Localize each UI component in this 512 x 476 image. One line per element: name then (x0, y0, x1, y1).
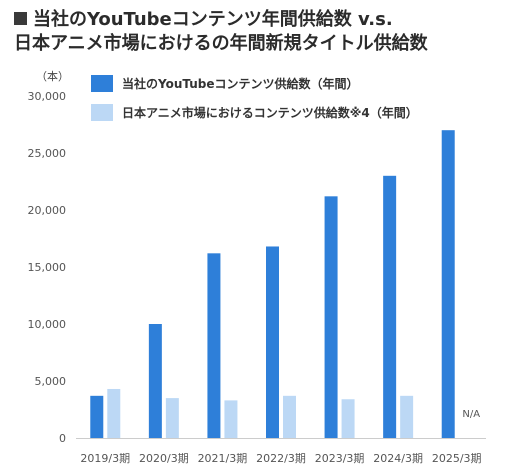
chart-title-line-2: 日本アニメ市場におけるの年間新規タイトル供給数 (14, 33, 428, 54)
y-tick-label: 30,000 (28, 90, 67, 103)
y-tick-label: 10,000 (28, 318, 67, 331)
x-axis: 2019/3期 2020/3期 2021/3期 2022/3期 2023/3期 2024/… (76, 438, 486, 465)
legend-swatch-2 (91, 104, 113, 121)
y-axis: （本） 0 5,000 10,000 15,000 20,000 25,000 30,000 (28, 69, 70, 445)
bar-series-1 (207, 253, 221, 438)
y-tick-label: 20,000 (28, 204, 67, 217)
bar-series-1 (441, 130, 455, 438)
bar-series-1 (90, 395, 104, 438)
y-tick-label: 15,000 (28, 261, 67, 274)
y-axis-unit-label: （本） (36, 69, 69, 83)
bar-series-1 (266, 246, 279, 438)
x-tick-label: 2023/3期 (315, 452, 365, 465)
title-square-icon (14, 12, 27, 25)
x-tick-label: 2021/3期 (198, 452, 248, 465)
legend-label-1: 当社のYouTubeコンテンツ供給数（年間） (122, 76, 359, 91)
x-tick-label: 2022/3期 (256, 452, 306, 465)
chart-title: 当社のYouTubeコンテンツ年間供給数 v.s. 日本アニメ市場におけるの年間… (14, 8, 504, 56)
bar-series-2 (107, 388, 121, 438)
bars (90, 130, 455, 439)
chart-title-line-1-text: 当社のYouTubeコンテンツ年間供給数 v.s. (33, 9, 393, 30)
bar-series-1 (383, 175, 397, 439)
bar-series-2 (224, 400, 238, 438)
x-tick-label: 2024/3期 (373, 452, 423, 465)
y-tick-label: 25,000 (28, 147, 67, 160)
na-annotation: N/A (462, 409, 480, 420)
bar-series-1 (148, 324, 162, 438)
legend: 当社のYouTubeコンテンツ供給数（年間） 日本アニメ市場におけるコンテンツ供給… (91, 75, 418, 121)
x-tick-label: 2020/3期 (139, 452, 189, 465)
x-tick-label: 2019/3期 (80, 452, 130, 465)
legend-swatch-1 (91, 75, 113, 92)
y-tick-label: 0 (59, 432, 66, 445)
chart-title-line-1: 当社のYouTubeコンテンツ年間供給数 v.s. (14, 8, 504, 32)
bar-series-2 (165, 398, 179, 438)
bar-series-1 (324, 196, 338, 438)
x-tick-label: 2025/3期 (432, 452, 482, 465)
bar-series-2 (400, 395, 414, 438)
annotations: N/A (462, 409, 480, 420)
bar-series-2 (283, 395, 296, 438)
y-tick-label: 5,000 (35, 375, 67, 388)
legend-label-2: 日本アニメ市場におけるコンテンツ供給数※4（年間） (122, 105, 418, 120)
bar-series-2 (341, 399, 355, 438)
